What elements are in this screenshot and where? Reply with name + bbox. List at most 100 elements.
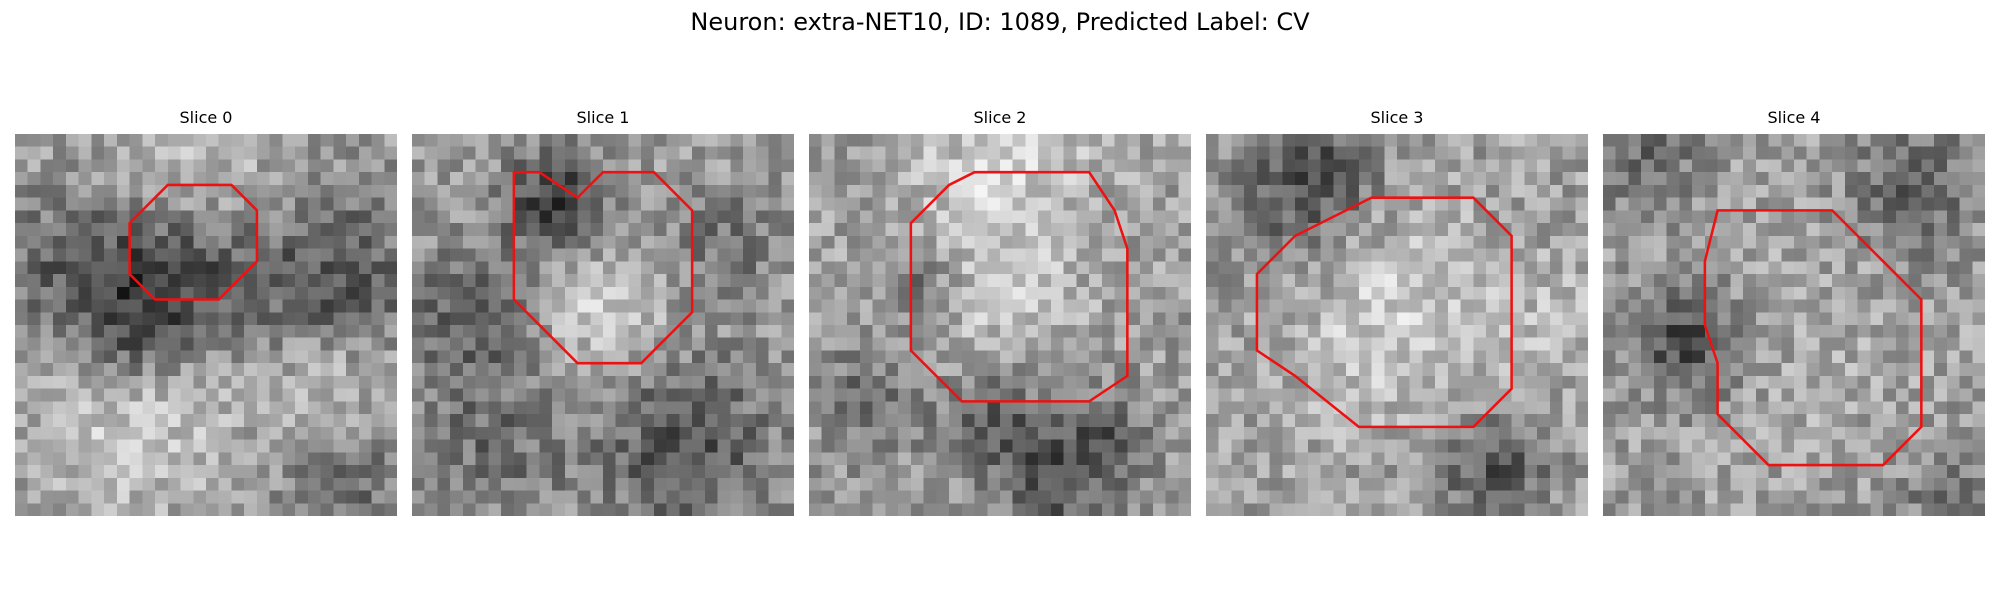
pixel [809,401,822,415]
pixel [847,465,861,479]
pixel [526,146,540,160]
pixel [1165,197,1179,211]
pixel [1615,184,1629,198]
pixel [1025,414,1039,428]
pixel [1641,146,1655,160]
pixel [1575,503,1588,516]
pixel [129,299,143,313]
pixel [1498,274,1512,288]
pixel [358,248,372,262]
pixel [949,299,963,313]
pixel [218,401,232,415]
pixel [615,350,629,364]
pixel [1895,197,1909,211]
pixel [1256,375,1270,389]
pixel [1371,274,1385,288]
pixel [1524,388,1538,402]
pixel [167,299,181,313]
pixel [475,172,489,186]
pixel [692,325,706,338]
pixel [1101,503,1115,516]
pixel [1755,490,1769,504]
pixel [1333,312,1347,326]
pixel [615,490,629,504]
pixel [282,159,296,173]
pixel [653,134,667,147]
pixel [513,197,527,211]
pixel [1603,159,1616,173]
pixel [781,414,794,428]
pixel [1409,325,1423,338]
pixel [1717,337,1731,351]
pixel [1295,325,1309,338]
pixel [552,375,566,389]
pixel [730,490,744,504]
pixel [653,350,667,364]
pixel [1641,337,1655,351]
pixel [1295,465,1309,479]
pixel [1486,146,1500,160]
pixel [717,477,731,491]
pixel [256,325,270,338]
pixel [193,286,207,300]
pixel [1832,274,1846,288]
pixel [450,261,464,275]
pixel [1256,337,1270,351]
pixel [936,388,950,402]
pixel [371,197,385,211]
pixel [1511,363,1525,377]
pixel [333,286,347,300]
pixel [834,465,848,479]
pixel [1038,274,1052,288]
pixel [872,261,886,275]
pixel [1628,388,1642,402]
pixel [142,325,156,338]
pixel [743,401,757,415]
pixel [346,235,360,249]
pixel [1934,248,1948,262]
pixel [1959,401,1973,415]
pixel [1537,235,1551,249]
pixel [1946,490,1960,504]
pixel [539,210,553,224]
pixel [1473,350,1487,364]
pixel [104,274,118,288]
pixel [1895,312,1909,326]
pixel [358,363,372,377]
pixel [898,465,912,479]
pixel [488,350,502,364]
pixel [488,363,502,377]
pixel [1063,172,1077,186]
pixel [641,401,655,415]
pixel [1844,503,1858,516]
pixel [615,503,629,516]
pixel [1460,223,1474,237]
pixel [1422,350,1436,364]
pixel [1921,401,1935,415]
pixel [65,401,79,415]
pixel [987,235,1001,249]
pixel [1844,248,1858,262]
pixel [577,452,591,466]
pixel [1603,146,1616,160]
pixel [53,439,67,453]
pixel [424,388,438,402]
pixel [1883,197,1897,211]
pixel [603,223,616,237]
pixel [552,210,566,224]
pixel [1447,248,1461,262]
pixel [1089,312,1103,326]
pixel [1000,490,1013,504]
pixel [987,312,1001,326]
pixel [180,210,194,224]
pixel [501,401,515,415]
pixel [1908,172,1922,186]
pixel [552,286,566,300]
pixel [307,388,321,402]
pixel [666,490,680,504]
pixel [231,465,245,479]
pixel [244,350,258,364]
pixel [1946,274,1960,288]
pixel [885,299,899,313]
pixel [1704,363,1718,377]
